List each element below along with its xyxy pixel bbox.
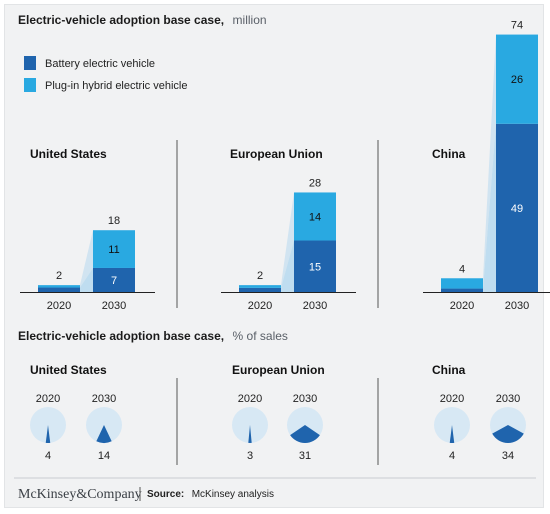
top-title-unit: million — [233, 13, 267, 27]
bar-phev-eu-2020 — [239, 285, 281, 288]
connector-phev-china — [483, 34, 496, 289]
connector-bev-us — [80, 267, 93, 292]
share-pies: 2020 4 2030 14 2020 3 2030 31 2020 4 2030 34 — [30, 393, 526, 462]
pie-value-eu-2030: 31 — [299, 450, 311, 462]
pie-year-china-2020: 2020 — [440, 393, 464, 405]
tick-label-eu-2020: 2020 — [248, 300, 272, 312]
region-title-eu: European Union — [230, 147, 323, 161]
total-label-us-2020: 2 — [56, 270, 62, 282]
source-label: Source: — [147, 489, 184, 500]
pie-slice-eu-2030 — [290, 425, 320, 443]
bar-phev-eu-2030 — [294, 192, 336, 241]
legend-label-bev: Battery electric vehicle — [45, 58, 155, 70]
bar-phev-us-2030 — [93, 230, 135, 268]
pie-value-china-2030: 34 — [502, 450, 514, 462]
bar-bev-eu-2030 — [294, 240, 336, 292]
total-label-us-2030: 18 — [108, 215, 120, 227]
total-label-eu-2030: 28 — [309, 177, 321, 189]
legend: Battery electric vehicle Plug-in hybrid … — [24, 56, 187, 92]
bar-bev-china-2030 — [496, 123, 538, 292]
pie-value-us-2020: 4 — [45, 450, 51, 462]
phev-label-eu-2030: 14 — [309, 211, 321, 223]
pie-slice-us-2020 — [45, 425, 51, 443]
pie-year-eu-2020: 2020 — [238, 393, 262, 405]
pie-slice-eu-2020 — [248, 425, 252, 443]
pie-slice-china-2020 — [449, 425, 455, 444]
phev-label-china-2030: 26 — [511, 74, 523, 86]
total-label-china-2030: 74 — [511, 20, 523, 32]
bottom-title-bold: Electric-vehicle adoption base case, — [18, 329, 224, 343]
legend-label-phev: Plug-in hybrid electric vehicle — [45, 80, 187, 92]
region-title-china: China — [432, 147, 466, 161]
bottom-title-unit: % of sales — [233, 329, 288, 343]
total-label-eu-2020: 2 — [257, 270, 263, 282]
pie-year-us-2030: 2030 — [92, 393, 116, 405]
connector-bev-china — [483, 123, 496, 292]
bar-phev-china-2020 — [441, 278, 483, 289]
bar-bev-eu-2020 — [239, 287, 281, 292]
pie-value-us-2030: 14 — [98, 450, 110, 462]
pie-value-china-2020: 4 — [449, 450, 455, 462]
source-note: Source: McKinsey analysis — [147, 484, 274, 501]
pie-region-title-us: United States — [30, 363, 107, 377]
region-title-us: United States — [30, 147, 107, 161]
stacked-bars: 2 2020 18 2030 7 11 2 2020 28 2030 15 14 4 2020 74 2030… — [20, 20, 550, 312]
tick-label-china-2030: 2030 — [505, 300, 529, 312]
pie-value-eu-2020: 3 — [247, 450, 253, 462]
bottom-chart-title: Electric-vehicle adoption base case, % o… — [18, 327, 288, 344]
top-title-bold: Electric-vehicle adoption base case, — [18, 13, 224, 27]
total-label-china-2020: 4 — [459, 263, 465, 275]
bar-phev-us-2020 — [38, 285, 80, 288]
bev-label-eu-2030: 15 — [309, 261, 321, 273]
bar-bev-us-2030 — [93, 267, 135, 292]
pie-year-us-2020: 2020 — [36, 393, 60, 405]
pie-region-title-eu: European Union — [232, 363, 325, 377]
bev-label-china-2030: 49 — [511, 203, 523, 215]
pie-slice-us-2030 — [96, 425, 112, 443]
pie-year-china-2030: 2030 — [496, 393, 520, 405]
pie-year-eu-2030: 2030 — [293, 393, 317, 405]
phev-label-us-2030: 11 — [108, 244, 119, 256]
bev-label-us-2030: 7 — [111, 275, 117, 287]
connector-phev-us — [80, 230, 93, 288]
pie-region-title-china: China — [432, 363, 466, 377]
tick-label-us-2020: 2020 — [47, 300, 71, 312]
connector-phev-eu — [281, 192, 294, 288]
bar-bev-china-2020 — [441, 288, 483, 292]
tick-label-us-2030: 2030 — [102, 300, 126, 312]
brand-logo: McKinsey&Company — [18, 487, 142, 502]
bar-bev-us-2020 — [38, 287, 80, 292]
connector-bev-eu — [281, 240, 294, 292]
tick-label-china-2020: 2020 — [450, 300, 474, 312]
tick-label-eu-2030: 2030 — [303, 300, 327, 312]
legend-swatch-bev — [24, 56, 36, 70]
source-text: McKinsey analysis — [192, 489, 274, 500]
pie-slice-china-2030 — [492, 425, 524, 443]
legend-swatch-phev — [24, 78, 36, 92]
bar-phev-china-2030 — [496, 34, 538, 124]
top-chart-title: Electric-vehicle adoption base case, mil… — [18, 11, 267, 28]
